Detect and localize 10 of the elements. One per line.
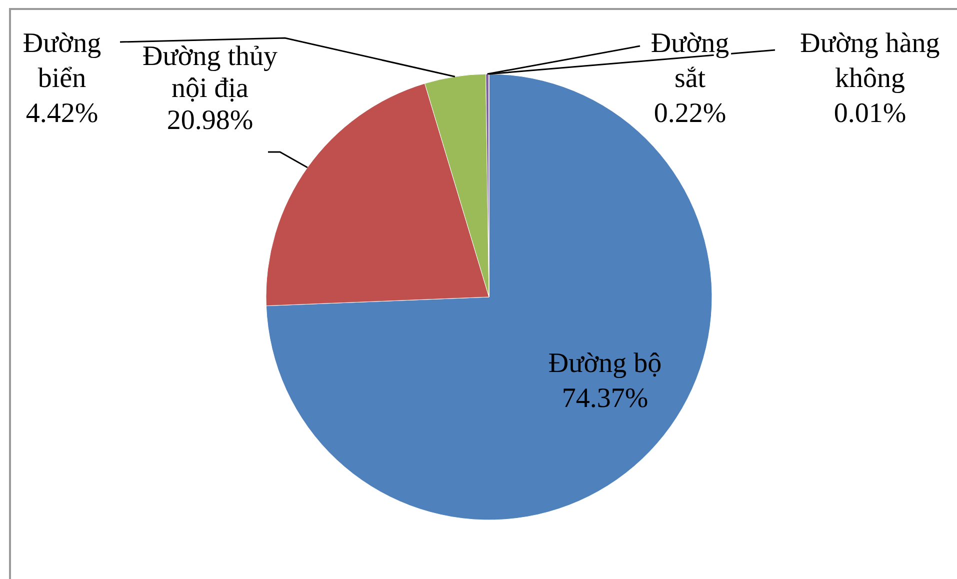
data-label: 0.22% [654,98,726,129]
slice-label: Đường hàng không [800,28,940,94]
slice-label: Đường thủy nội địa [142,41,278,104]
slice-label: Đường biển [22,28,102,94]
data-label: 4.42% [26,98,98,129]
slice-label: Đường bộ [548,348,662,379]
data-label: 74.37% [562,383,648,414]
data-label: 0.01% [834,98,906,129]
slice-label: Đường sắt [650,28,730,94]
data-label: 20.98% [166,105,254,136]
